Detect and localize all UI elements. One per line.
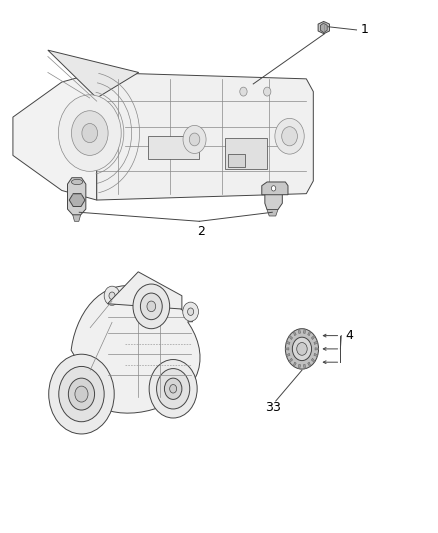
Circle shape bbox=[183, 302, 198, 321]
Polygon shape bbox=[308, 331, 311, 336]
Polygon shape bbox=[286, 341, 290, 344]
Bar bbox=[225, 138, 267, 169]
Circle shape bbox=[272, 185, 276, 191]
Polygon shape bbox=[304, 365, 305, 369]
Polygon shape bbox=[73, 215, 81, 221]
Text: 2: 2 bbox=[198, 225, 205, 238]
Polygon shape bbox=[299, 329, 300, 334]
Polygon shape bbox=[67, 177, 86, 215]
Polygon shape bbox=[289, 358, 293, 362]
Circle shape bbox=[49, 354, 114, 434]
Circle shape bbox=[187, 308, 194, 316]
Circle shape bbox=[149, 360, 197, 418]
Bar bbox=[228, 154, 245, 167]
Circle shape bbox=[141, 293, 162, 320]
Text: 1: 1 bbox=[361, 23, 369, 36]
Circle shape bbox=[59, 367, 104, 422]
Polygon shape bbox=[71, 286, 200, 413]
Polygon shape bbox=[311, 335, 315, 340]
Polygon shape bbox=[314, 341, 318, 344]
Polygon shape bbox=[48, 50, 139, 98]
Circle shape bbox=[156, 368, 190, 409]
Circle shape bbox=[297, 343, 307, 356]
Circle shape bbox=[109, 292, 115, 300]
Circle shape bbox=[292, 337, 311, 361]
Polygon shape bbox=[314, 353, 318, 357]
Polygon shape bbox=[311, 358, 315, 362]
Circle shape bbox=[240, 87, 247, 96]
Circle shape bbox=[104, 286, 120, 305]
Polygon shape bbox=[267, 209, 278, 216]
Circle shape bbox=[282, 127, 297, 146]
Circle shape bbox=[286, 329, 318, 369]
Circle shape bbox=[71, 111, 108, 156]
Polygon shape bbox=[108, 272, 182, 309]
Bar bbox=[148, 136, 199, 159]
Circle shape bbox=[133, 284, 170, 329]
Circle shape bbox=[170, 384, 177, 393]
Text: 4: 4 bbox=[346, 329, 353, 342]
Polygon shape bbox=[320, 23, 327, 33]
Text: 3: 3 bbox=[272, 401, 280, 414]
Polygon shape bbox=[299, 365, 300, 369]
Polygon shape bbox=[69, 193, 85, 206]
Polygon shape bbox=[304, 329, 305, 334]
Polygon shape bbox=[286, 353, 290, 357]
Ellipse shape bbox=[71, 179, 83, 184]
Circle shape bbox=[264, 87, 271, 96]
Circle shape bbox=[275, 118, 304, 154]
Circle shape bbox=[164, 378, 182, 399]
Polygon shape bbox=[293, 331, 296, 336]
Circle shape bbox=[82, 124, 98, 143]
Circle shape bbox=[183, 125, 206, 154]
Polygon shape bbox=[318, 21, 329, 34]
Circle shape bbox=[68, 378, 95, 410]
Polygon shape bbox=[13, 72, 97, 200]
Polygon shape bbox=[286, 348, 289, 350]
Polygon shape bbox=[262, 182, 288, 195]
Circle shape bbox=[58, 95, 121, 171]
Polygon shape bbox=[293, 362, 296, 367]
Text: 3: 3 bbox=[265, 401, 273, 414]
Polygon shape bbox=[265, 184, 283, 209]
Polygon shape bbox=[315, 348, 318, 350]
Circle shape bbox=[147, 301, 155, 312]
Polygon shape bbox=[289, 335, 293, 340]
Polygon shape bbox=[308, 362, 311, 367]
Circle shape bbox=[75, 386, 88, 402]
Polygon shape bbox=[97, 72, 313, 200]
Circle shape bbox=[189, 133, 200, 146]
